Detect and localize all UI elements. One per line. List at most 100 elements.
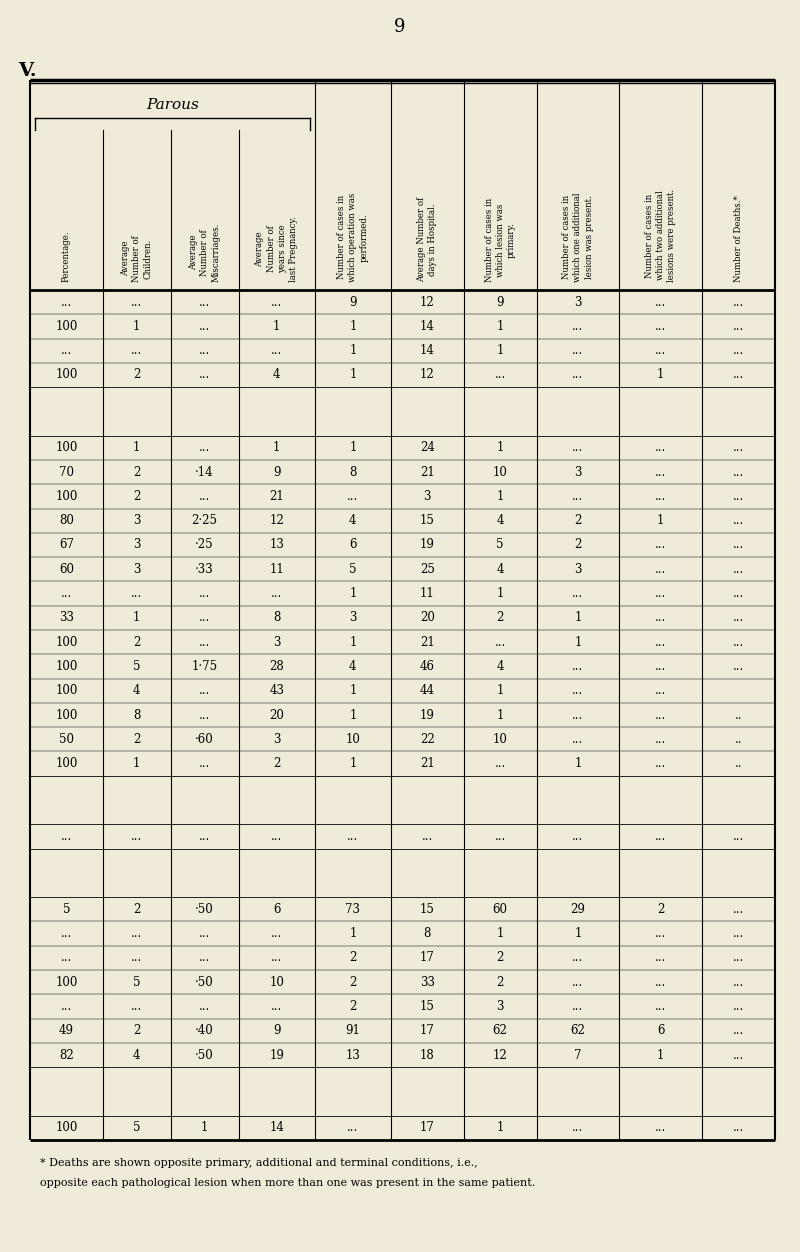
Text: 10: 10 <box>493 732 508 746</box>
Text: 21: 21 <box>270 490 284 503</box>
Text: 2: 2 <box>349 1000 357 1013</box>
Text: ...: ... <box>572 660 584 672</box>
Text: 46: 46 <box>420 660 435 672</box>
Text: ...: ... <box>199 757 210 770</box>
Text: 21: 21 <box>420 757 434 770</box>
Text: ...: ... <box>733 466 744 478</box>
Text: ...: ... <box>572 732 584 746</box>
Text: 1: 1 <box>349 321 357 333</box>
Text: ...: ... <box>199 952 210 964</box>
Text: 1·75: 1·75 <box>191 660 218 672</box>
Text: 15: 15 <box>420 515 434 527</box>
Text: 1: 1 <box>497 490 504 503</box>
Text: 8: 8 <box>273 611 280 625</box>
Text: ...: ... <box>655 344 666 357</box>
Text: ...: ... <box>271 295 282 309</box>
Text: ...: ... <box>655 587 666 600</box>
Text: 13: 13 <box>270 538 284 551</box>
Text: ...: ... <box>199 587 210 600</box>
Text: ...: ... <box>733 1122 744 1134</box>
Text: 5: 5 <box>133 975 141 989</box>
Text: ...: ... <box>131 952 142 964</box>
Text: 8: 8 <box>349 466 357 478</box>
Text: 50: 50 <box>59 732 74 746</box>
Text: ...: ... <box>199 830 210 843</box>
Text: 5: 5 <box>497 538 504 551</box>
Text: Average Number of
days in Hospital.: Average Number of days in Hospital. <box>418 197 438 282</box>
Text: ...: ... <box>199 442 210 454</box>
Text: ...: ... <box>572 975 584 989</box>
Text: 1: 1 <box>574 757 582 770</box>
Text: 12: 12 <box>270 515 284 527</box>
Text: 18: 18 <box>420 1048 434 1062</box>
Text: ...: ... <box>572 684 584 697</box>
Text: ·33: ·33 <box>195 563 214 576</box>
Text: 1: 1 <box>574 926 582 940</box>
Text: 49: 49 <box>59 1024 74 1037</box>
Text: 25: 25 <box>420 563 434 576</box>
Text: ...: ... <box>131 344 142 357</box>
Text: ...: ... <box>199 295 210 309</box>
Text: ...: ... <box>655 684 666 697</box>
Text: 60: 60 <box>59 563 74 576</box>
Text: ...: ... <box>131 587 142 600</box>
Text: Average
Number of
Children.: Average Number of Children. <box>121 235 152 282</box>
Text: 100: 100 <box>55 1122 78 1134</box>
Text: 100: 100 <box>55 757 78 770</box>
Text: ...: ... <box>733 926 744 940</box>
Text: 11: 11 <box>270 563 284 576</box>
Text: 1: 1 <box>133 757 141 770</box>
Text: 2: 2 <box>133 1024 141 1037</box>
Text: 2: 2 <box>497 952 504 964</box>
Text: 3: 3 <box>423 490 431 503</box>
Text: 1: 1 <box>273 321 280 333</box>
Text: 1: 1 <box>497 709 504 721</box>
Text: ...: ... <box>271 926 282 940</box>
Text: 5: 5 <box>133 1122 141 1134</box>
Text: ·50: ·50 <box>195 903 214 915</box>
Text: ...: ... <box>655 466 666 478</box>
Text: 15: 15 <box>420 903 434 915</box>
Text: 100: 100 <box>55 636 78 649</box>
Text: 1: 1 <box>497 344 504 357</box>
Text: 91: 91 <box>346 1024 360 1037</box>
Text: 28: 28 <box>270 660 284 672</box>
Text: ...: ... <box>131 830 142 843</box>
Text: ...: ... <box>61 1000 72 1013</box>
Text: 2: 2 <box>273 757 280 770</box>
Text: ...: ... <box>655 490 666 503</box>
Text: 9: 9 <box>497 295 504 309</box>
Text: 3: 3 <box>133 563 141 576</box>
Text: 4: 4 <box>349 660 357 672</box>
Text: ...: ... <box>494 368 506 382</box>
Text: 7: 7 <box>574 1048 582 1062</box>
Text: 4: 4 <box>273 368 281 382</box>
Text: 1: 1 <box>657 368 665 382</box>
Text: 3: 3 <box>574 295 582 309</box>
Text: 19: 19 <box>270 1048 284 1062</box>
Text: 19: 19 <box>420 709 434 721</box>
Text: Number of cases in
which one additional
lesion was present.: Number of cases in which one additional … <box>562 193 594 282</box>
Text: ...: ... <box>733 490 744 503</box>
Text: ...: ... <box>733 1048 744 1062</box>
Text: 1: 1 <box>349 636 357 649</box>
Text: ...: ... <box>494 757 506 770</box>
Text: ...: ... <box>271 952 282 964</box>
Text: 1: 1 <box>273 442 280 454</box>
Text: 2: 2 <box>133 636 141 649</box>
Text: 17: 17 <box>420 952 434 964</box>
Text: ...: ... <box>131 926 142 940</box>
Text: ...: ... <box>271 830 282 843</box>
Text: ...: ... <box>572 587 584 600</box>
Text: 4: 4 <box>497 563 504 576</box>
Text: 12: 12 <box>493 1048 507 1062</box>
Text: 62: 62 <box>570 1024 586 1037</box>
Text: ...: ... <box>655 321 666 333</box>
Text: ...: ... <box>733 344 744 357</box>
Text: ...: ... <box>655 1122 666 1134</box>
Text: Parous: Parous <box>146 98 199 111</box>
Text: Average
Number of
Miscarriages.: Average Number of Miscarriages. <box>189 223 220 282</box>
Text: 100: 100 <box>55 321 78 333</box>
Text: ...: ... <box>572 321 584 333</box>
Text: 14: 14 <box>420 321 434 333</box>
